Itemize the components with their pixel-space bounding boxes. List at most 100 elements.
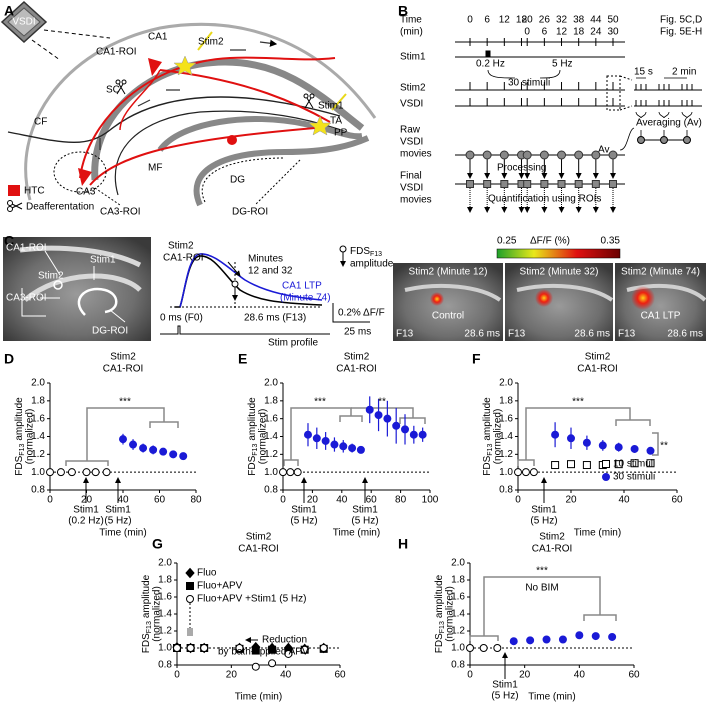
- label-subscript: F13: [252, 444, 259, 456]
- image-title: Stim2 (Minute 32): [520, 267, 599, 278]
- time-label: 18: [573, 27, 585, 38]
- diagram-label: CA1-ROI: [6, 243, 47, 254]
- y-tick-label: 1.6: [499, 413, 513, 424]
- marker: [286, 468, 295, 477]
- diagram-label: VSDI: [12, 17, 35, 28]
- y-tick-label: 1.2: [499, 449, 513, 460]
- label-part: amplitude: [14, 397, 25, 441]
- marker: [149, 445, 158, 454]
- marker: [293, 468, 302, 477]
- chart-title: Stim2: [246, 532, 272, 543]
- significance-bracket: [615, 419, 651, 426]
- marker: [614, 443, 623, 452]
- y-tick-label: 1.6: [264, 413, 278, 424]
- marker: [268, 645, 277, 654]
- time-label: 32: [556, 15, 568, 26]
- panel-label: G: [152, 536, 163, 552]
- final-movie: [483, 180, 492, 188]
- raw-movie: [499, 150, 509, 160]
- x-tick-label: 40: [618, 495, 630, 506]
- marker: [630, 459, 639, 468]
- diagram-label: Stim2: [400, 83, 426, 94]
- x-tick-label: 60: [628, 670, 640, 681]
- diagram-label: 15 s: [634, 67, 653, 78]
- marker: [139, 444, 148, 453]
- x-axis-label: Time (min): [574, 528, 621, 539]
- marker: [493, 644, 502, 652]
- annotation: Stim1: [492, 680, 518, 691]
- marker: [169, 450, 178, 459]
- final-movie: [466, 180, 474, 188]
- legend-label: Fluo: [197, 568, 217, 579]
- annotation: (5 Hz): [491, 691, 518, 702]
- legend-label: 10 stimuli: [613, 459, 655, 470]
- significance-bracket: [290, 407, 352, 460]
- diagram-label: Minutes: [248, 254, 283, 265]
- colorbar-tick: 0.25: [497, 236, 517, 247]
- annotation: **: [660, 441, 668, 452]
- y-tick-label: 0.8: [31, 485, 45, 496]
- diagram-label: DG-ROI: [232, 207, 268, 218]
- label-subscript: F13: [146, 621, 153, 633]
- legend-marker: [602, 473, 610, 481]
- significance-bracket: [483, 576, 601, 636]
- y-tick-label: 1.0: [264, 467, 278, 478]
- annotation: **: [378, 397, 386, 408]
- y-tick-label: 2.0: [499, 378, 513, 389]
- y-tick-label: 0.8: [158, 660, 172, 671]
- y-tick-label: 1.8: [264, 395, 278, 406]
- diagram-label: Averaging (Av): [636, 118, 702, 129]
- chart-title: CA1-ROI: [238, 544, 279, 555]
- label-subscript: F13: [487, 444, 494, 456]
- raw-movie: [591, 150, 601, 160]
- marker: [91, 468, 100, 477]
- x-tick-label: 100: [422, 495, 439, 506]
- marker: [312, 434, 321, 443]
- diagram-label: 0.2% ΔF/F: [338, 308, 385, 319]
- imaging-diagram: [3, 237, 707, 341]
- diagram-label: Fig. 5E-H: [660, 27, 702, 38]
- marker: [466, 644, 474, 652]
- diagram-label: VSDI: [400, 99, 423, 110]
- diagram-label: Stim1: [400, 52, 426, 63]
- y-tick-label: 2.0: [31, 378, 45, 389]
- marker: [630, 444, 639, 453]
- y-axis-label: FDSF13 amplitude: [247, 397, 259, 476]
- diagram-label: CA1-ROI: [163, 253, 204, 264]
- marker: [418, 430, 427, 439]
- marker: [268, 659, 277, 668]
- diagram-label: HTC: [24, 186, 45, 197]
- x-tick-label: 20: [81, 495, 93, 506]
- annotation: Stim1: [291, 505, 317, 516]
- panel-label: F: [472, 351, 481, 367]
- marker: [321, 436, 330, 445]
- marker: [575, 631, 584, 640]
- x-tick-label: 0: [47, 495, 53, 506]
- marker: [179, 452, 188, 461]
- marker: [526, 636, 535, 645]
- raw-movie: [522, 150, 532, 160]
- panel-label: E: [238, 351, 247, 367]
- diagram-label: 28.6 ms (F13): [244, 313, 306, 324]
- marker: [46, 468, 54, 477]
- diagram-label: Quantification using ROIs: [488, 194, 601, 205]
- x-tick-label: 20: [226, 670, 238, 681]
- y-tick-label: 1.4: [499, 431, 513, 442]
- time-label: 24: [590, 27, 602, 38]
- diagram-label: Av: [598, 145, 610, 156]
- time-label: 30: [607, 27, 619, 38]
- annotation: (5 Hz): [351, 516, 378, 527]
- diagram-label: MF: [148, 163, 162, 174]
- chart-title: CA1-ROI: [577, 364, 618, 375]
- diagram-label: PP: [334, 128, 348, 139]
- significance-bracket: [65, 460, 109, 466]
- y-axis-label: FDSF13 amplitude: [14, 397, 26, 476]
- diagram-label: 2 min: [672, 67, 696, 78]
- diagram-label: 0 ms (F0): [160, 313, 203, 324]
- y-axis-label: (normalized): [152, 586, 163, 642]
- annotation: ***: [314, 397, 326, 408]
- diagram-label: VSDI: [400, 183, 423, 194]
- marker: [646, 446, 655, 455]
